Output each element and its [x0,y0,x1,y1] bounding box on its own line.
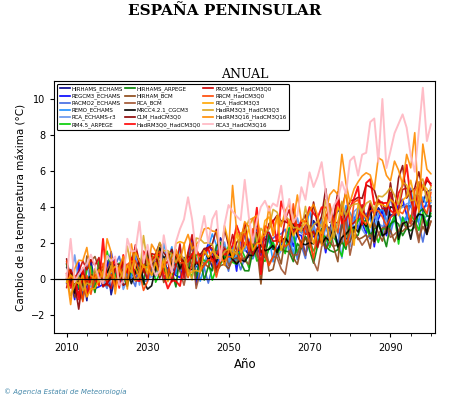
Title: ANUAL: ANUAL [221,68,268,81]
Y-axis label: Cambio de la temperatura máxima (°C): Cambio de la temperatura máxima (°C) [15,103,26,311]
Text: ESPAÑA PENINSULAR: ESPAÑA PENINSULAR [128,4,322,18]
Text: © Agencia Estatal de Meteorología: © Agencia Estatal de Meteorología [4,388,127,395]
Legend: HIRHAMS_ECHAMS, REGCM3_ECHAMS, RACMO2_ECHAMS, REMO_ECHAMS, RCA_ECHAMS-r3, RM4.5_: HIRHAMS_ECHAMS, REGCM3_ECHAMS, RACMO2_EC… [57,84,289,130]
X-axis label: Año: Año [234,358,256,371]
